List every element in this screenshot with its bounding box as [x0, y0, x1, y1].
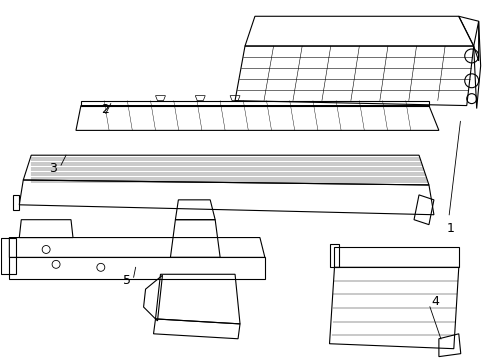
- Text: 5: 5: [122, 274, 131, 287]
- Text: 2: 2: [101, 103, 109, 116]
- Text: 1: 1: [447, 222, 455, 235]
- Text: 4: 4: [431, 294, 439, 307]
- Text: 3: 3: [49, 162, 57, 175]
